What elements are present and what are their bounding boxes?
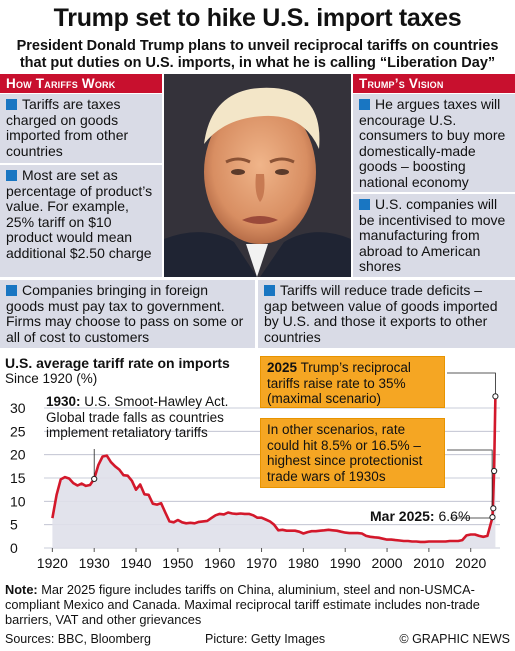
left-item-1: Tariffs are taxes charged on goods impor… xyxy=(0,94,162,163)
right-item-3-text: Tariffs will reduce trade deficits – gap… xyxy=(264,282,498,345)
x-tick-label: 1960 xyxy=(204,555,235,571)
y-tick-label: 15 xyxy=(10,470,26,486)
bullet-icon xyxy=(6,170,17,181)
other-scenarios-callout: In other scenarios, rate could hit 8.5% … xyxy=(260,418,445,488)
y-tick-label: 5 xyxy=(10,517,18,533)
x-tick-label: 1970 xyxy=(246,555,277,571)
left-item-3-text: Companies bringing in foreign goods must… xyxy=(6,282,244,345)
footnote-label: Note: xyxy=(5,582,38,597)
other-scenarios-leader xyxy=(447,449,493,509)
portrait-photo xyxy=(164,74,351,277)
x-tick-label: 2010 xyxy=(413,555,444,571)
bullet-icon xyxy=(6,285,17,296)
x-tick-label: 1990 xyxy=(330,555,361,571)
bullet-icon xyxy=(6,99,17,110)
x-tick-label: 1920 xyxy=(37,555,68,571)
chart-title: U.S. average tariff rate on imports xyxy=(5,355,230,371)
right-item-2-text: U.S. companies will be incentivised to m… xyxy=(359,196,506,274)
page-subtitle: President Donald Trump plans to unveil r… xyxy=(16,38,499,71)
y-tick-label: 20 xyxy=(10,447,26,463)
y-tick-label: 30 xyxy=(10,400,26,416)
bullet-icon xyxy=(359,199,370,210)
footnote-text: Mar 2025 figure includes tariffs on Chin… xyxy=(5,582,480,627)
max-scenario-text: Trump’s reciprocal tariffs raise rate to… xyxy=(267,360,411,406)
other-scenarios-text: In other scenarios, rate could hit 8.5% … xyxy=(267,422,423,484)
how-tariffs-work-heading: How Tariffs Work xyxy=(0,74,162,93)
right-item-3: Tariffs will reduce trade deficits – gap… xyxy=(258,280,515,348)
chart-subtitle: Since 1920 (%) xyxy=(5,371,98,386)
series-line xyxy=(51,396,497,544)
x-tick-label: 1950 xyxy=(162,555,193,571)
smoot-hawley-year: 1930: xyxy=(46,394,81,409)
x-tick-label: 1980 xyxy=(288,555,319,571)
y-tick-label: 0 xyxy=(10,540,18,556)
mar-2025-label: Mar 2025: xyxy=(370,508,435,524)
copyright-credit: © GRAPHIC NEWS xyxy=(399,632,510,646)
data-marker xyxy=(492,393,499,400)
right-item-1: He argues taxes will encourage U.S. cons… xyxy=(353,94,515,192)
smoot-hawley-text: U.S. Smoot-Hawley Act. Global trade fall… xyxy=(46,394,229,440)
data-marker xyxy=(491,467,498,475)
right-item-2: U.S. companies will be incentivised to m… xyxy=(353,194,515,277)
bullet-icon xyxy=(359,99,370,110)
data-marker xyxy=(490,505,497,512)
left-item-1-text: Tariffs are taxes charged on goods impor… xyxy=(6,96,129,159)
x-tick-label: 2020 xyxy=(455,555,486,571)
x-tick-label: 2000 xyxy=(371,555,402,571)
mar-2025-annotation: Mar 2025: 6.6% xyxy=(370,508,471,525)
bullet-icon xyxy=(264,285,275,296)
max-scenario-year: 2025 xyxy=(267,360,298,375)
page-title: Trump set to hike U.S. import taxes xyxy=(53,4,462,32)
sources-text: Sources: BBC, Bloomberg xyxy=(5,632,151,646)
portrait-illustration xyxy=(164,74,351,277)
left-item-2: Most are set as percentage of product’s … xyxy=(0,165,162,277)
y-tick-label: 10 xyxy=(10,493,26,509)
left-item-3: Companies bringing in foreign goods must… xyxy=(0,280,255,348)
smoot-hawley-annotation: 1930: U.S. Smoot-Hawley Act. Global trad… xyxy=(46,394,261,441)
footnote: Note: Mar 2025 figure includes tariffs o… xyxy=(5,582,510,627)
data-marker xyxy=(91,475,98,483)
left-item-2-text: Most are set as percentage of product’s … xyxy=(6,167,153,261)
max-scenario-callout: 2025 Trump’s reciprocal tariffs raise ra… xyxy=(260,356,445,408)
trumps-vision-heading: Trump’s Vision xyxy=(353,74,515,93)
mar-2025-value: 6.6% xyxy=(438,508,471,524)
max-scenario-leader xyxy=(447,372,496,397)
picture-credit: Picture: Getty Images xyxy=(205,632,326,646)
x-tick-label: 1940 xyxy=(120,555,151,571)
y-tick-label: 25 xyxy=(10,423,26,439)
x-tick-label: 1930 xyxy=(79,555,110,571)
right-item-1-text: He argues taxes will encourage U.S. cons… xyxy=(359,96,506,190)
data-marker xyxy=(489,514,496,521)
